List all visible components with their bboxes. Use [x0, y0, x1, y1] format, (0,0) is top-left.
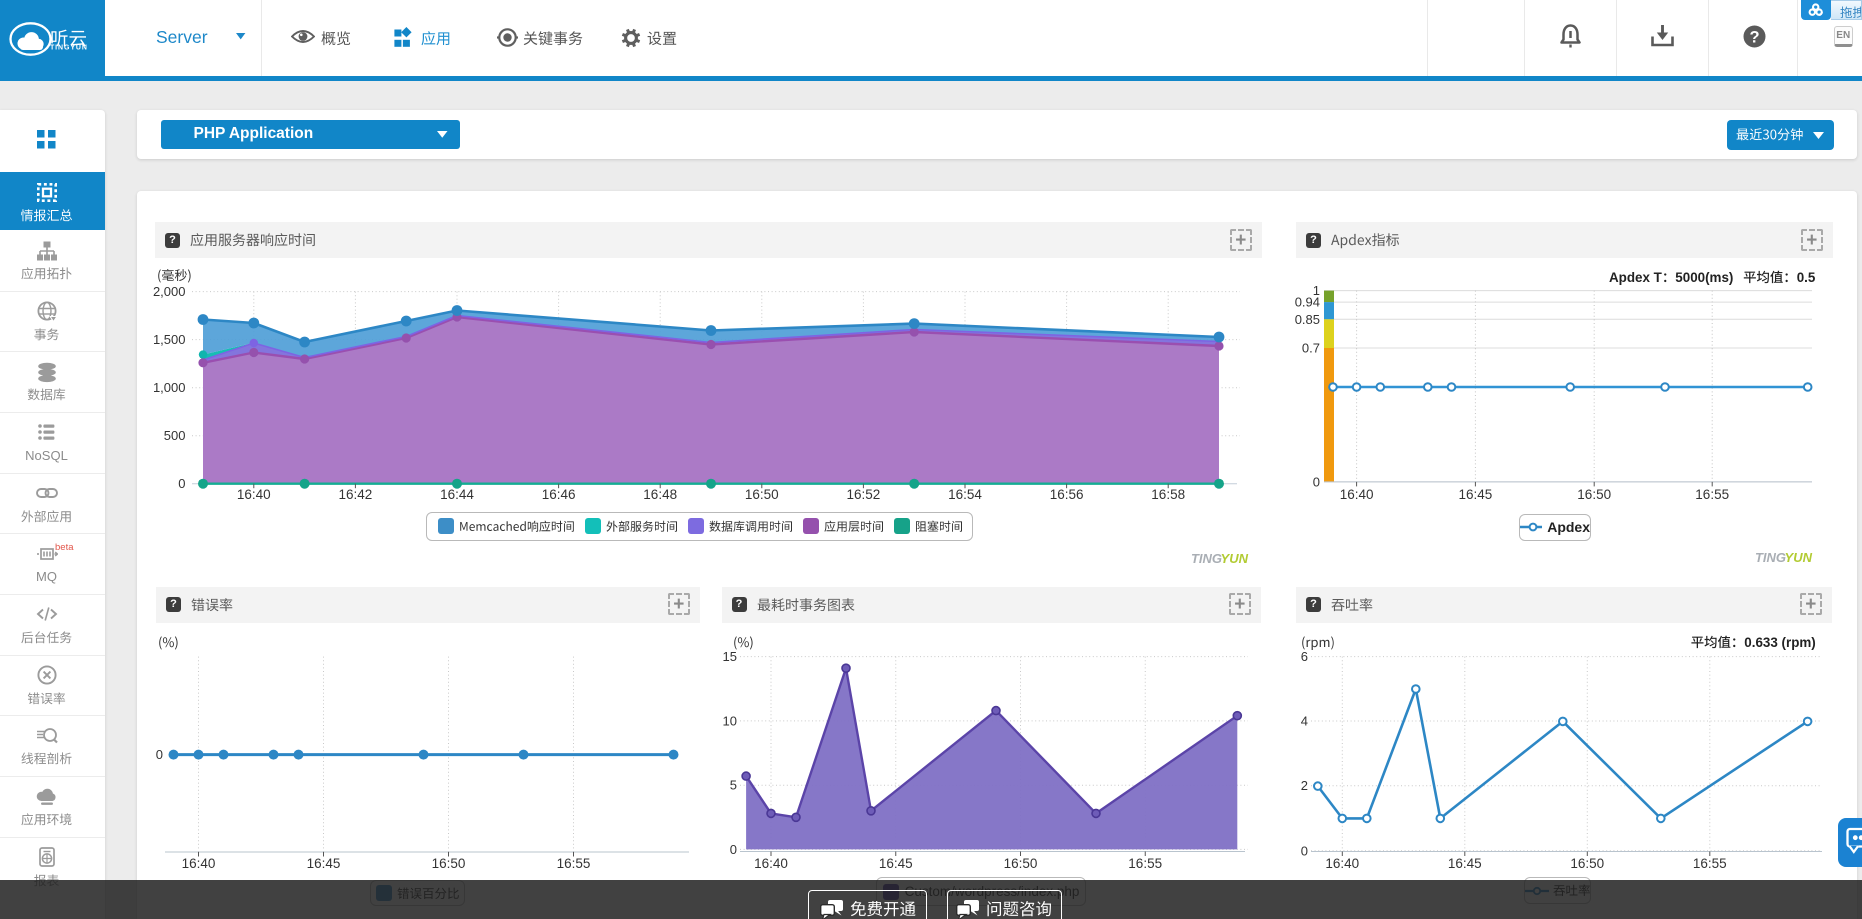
svg-text:?: ?	[1749, 28, 1759, 46]
svg-text:TINGYUN: TINGYUN	[50, 45, 88, 52]
